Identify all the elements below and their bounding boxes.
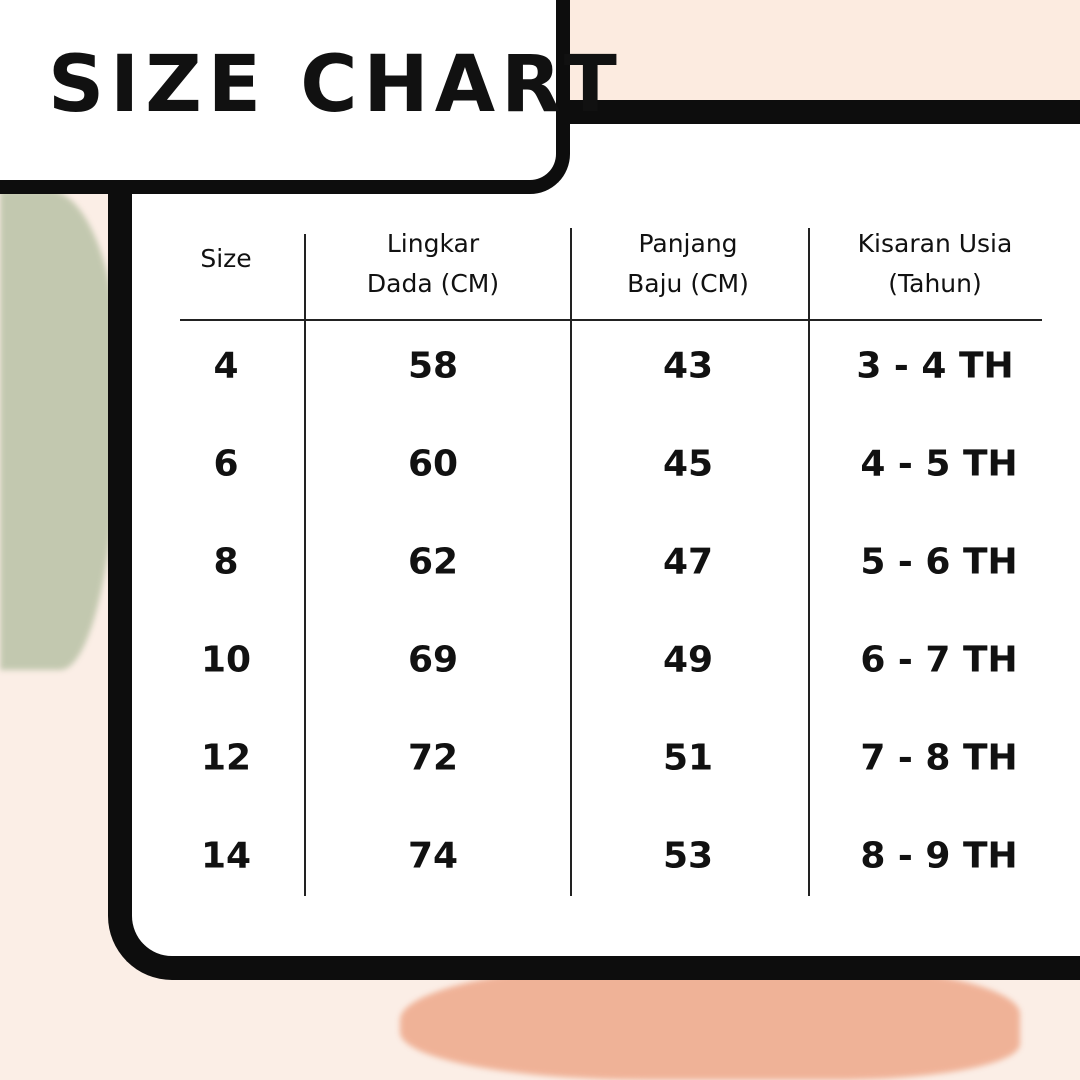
- orange-watercolor-decoration: [400, 960, 1020, 1080]
- table-cell: 43: [662, 345, 714, 387]
- table-cell: 4 - 5 TH: [860, 443, 1018, 485]
- column-divider: [304, 234, 306, 896]
- column-header: Lingkar Dada (CM): [367, 224, 499, 304]
- page-title: SIZE CHART: [48, 40, 623, 130]
- title-box: [0, 0, 570, 194]
- table-cell: 51: [662, 737, 714, 779]
- table-cell: 6: [213, 443, 239, 485]
- table-cell: 4: [213, 345, 239, 387]
- table-cell: 74: [407, 835, 459, 877]
- table-cell: 5 - 6 TH: [860, 541, 1018, 583]
- column-header-line: Size: [200, 244, 252, 273]
- table-cell: 62: [407, 541, 459, 583]
- table-cell: 8: [213, 541, 239, 583]
- column-header-line: Dada (CM): [366, 269, 500, 298]
- table-cell: 6 - 7 TH: [860, 639, 1018, 681]
- table-cell: 7 - 8 TH: [860, 737, 1018, 779]
- column-header-line: (Tahun): [888, 269, 982, 298]
- column-header: Kisaran Usia (Tahun): [858, 224, 1013, 304]
- table-cell: 12: [200, 737, 252, 779]
- table-cell: 8 - 9 TH: [860, 835, 1018, 877]
- table-cell: 60: [407, 443, 459, 485]
- column-header-line: Panjang: [638, 229, 738, 258]
- table-cell: 45: [662, 443, 714, 485]
- header-divider: [180, 319, 1042, 321]
- table-panel: [108, 100, 1080, 980]
- table-cell: 47: [662, 541, 714, 583]
- column-divider: [808, 228, 810, 896]
- table-cell: 3 - 4 TH: [856, 345, 1014, 387]
- column-header-line: Baju (CM): [627, 269, 749, 298]
- table-cell: 49: [662, 639, 714, 681]
- table-cell: 69: [407, 639, 459, 681]
- table-cell: 10: [200, 639, 252, 681]
- column-header-line: Lingkar: [386, 229, 480, 258]
- table-cell: 53: [662, 835, 714, 877]
- column-header: Panjang Baju (CM): [627, 224, 749, 304]
- column-divider: [570, 228, 572, 896]
- table-cell: 58: [407, 345, 459, 387]
- table-cell: 14: [200, 835, 252, 877]
- column-header-line: Kisaran Usia: [857, 229, 1013, 258]
- table-cell: 72: [407, 737, 459, 779]
- column-header: Size: [200, 239, 251, 279]
- green-watercolor-decoration: [0, 190, 120, 670]
